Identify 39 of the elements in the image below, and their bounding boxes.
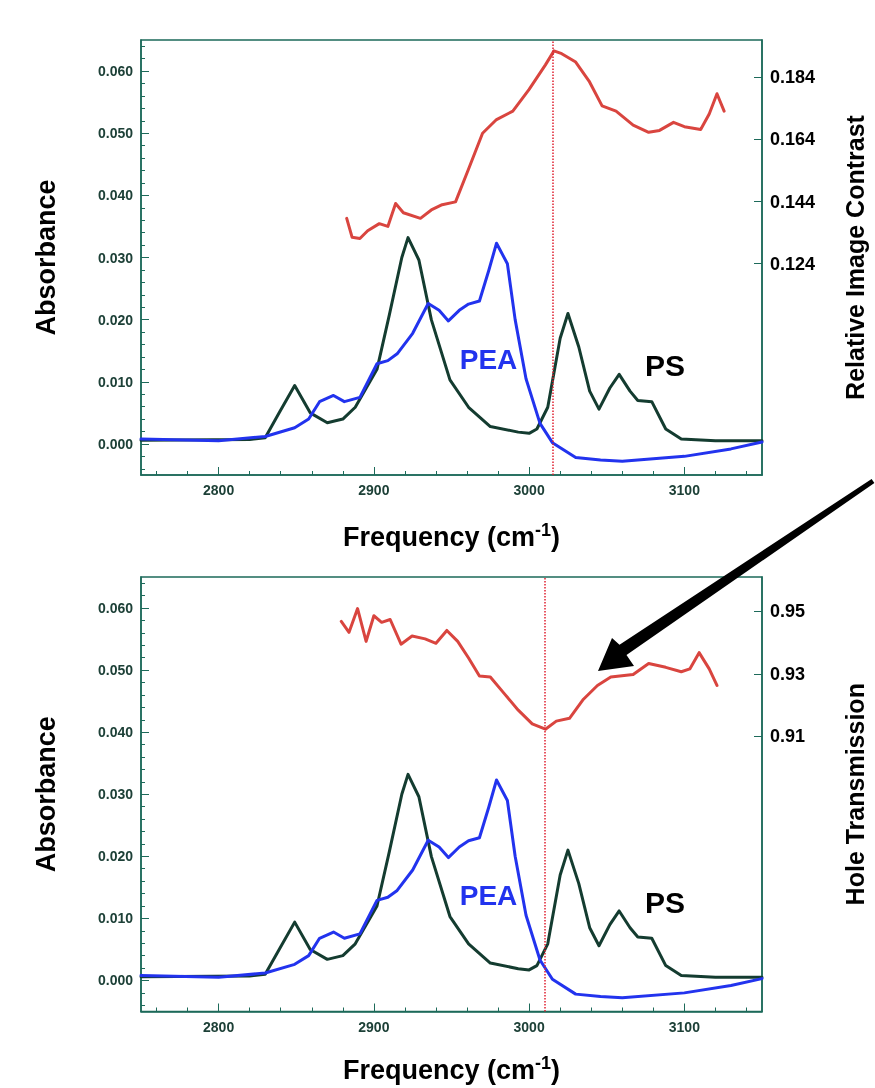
y-tick-label: 0.040 [97,724,134,741]
y-tick-label: 0.030 [97,786,134,803]
y2-tick-label: 0.184 [770,67,816,88]
y-axis-title: Absorbance [30,716,61,873]
x-tick-label: 3000 [513,482,545,498]
y-tick-label: 0.010 [97,373,134,390]
x-tick-label: 3000 [513,1018,545,1035]
y2-tick-label: 0.95 [770,601,806,622]
y2-tick-label: 0.124 [770,253,816,274]
y-tick-label: 0.050 [97,125,134,142]
y-tick-label: 0.050 [97,662,134,679]
series-label: PEA [459,343,518,375]
series-label: PS [644,885,686,919]
x-tick-label: 2800 [203,482,235,498]
y2-tick-label: 0.91 [770,726,806,747]
y2-tick-label: 0.144 [770,191,816,212]
line-series [339,607,719,731]
x-tick-label: 3100 [668,482,701,498]
y-tick-label: 0.000 [97,435,134,452]
x-tick-label: 3100 [668,1018,701,1035]
x-tick-label: 2900 [358,1018,390,1035]
series-label: PEA [459,880,518,912]
y-tick-label: 0.030 [97,249,134,266]
y-tick-label: 0.010 [97,910,134,927]
y-tick-label: 0.060 [97,600,134,617]
y2-axis-title: Hole Transmission [840,683,869,906]
y2-axis-title: Relative Image Contrast [840,114,869,400]
series-label: PS [644,349,686,383]
x-tick-label: 2900 [358,482,390,498]
y-tick-label: 0.060 [97,63,134,80]
line-series [345,49,726,241]
y2-tick-label: 0.93 [770,663,806,684]
y2-tick-label: 0.164 [770,129,816,150]
y-tick-label: 0.020 [97,848,134,865]
y-tick-label: 0.000 [97,972,134,989]
x-tick-label: 2800 [203,1018,235,1035]
y-tick-label: 0.040 [97,187,134,204]
y-axis-title: Absorbance [30,179,61,336]
y-tick-label: 0.020 [97,311,134,328]
